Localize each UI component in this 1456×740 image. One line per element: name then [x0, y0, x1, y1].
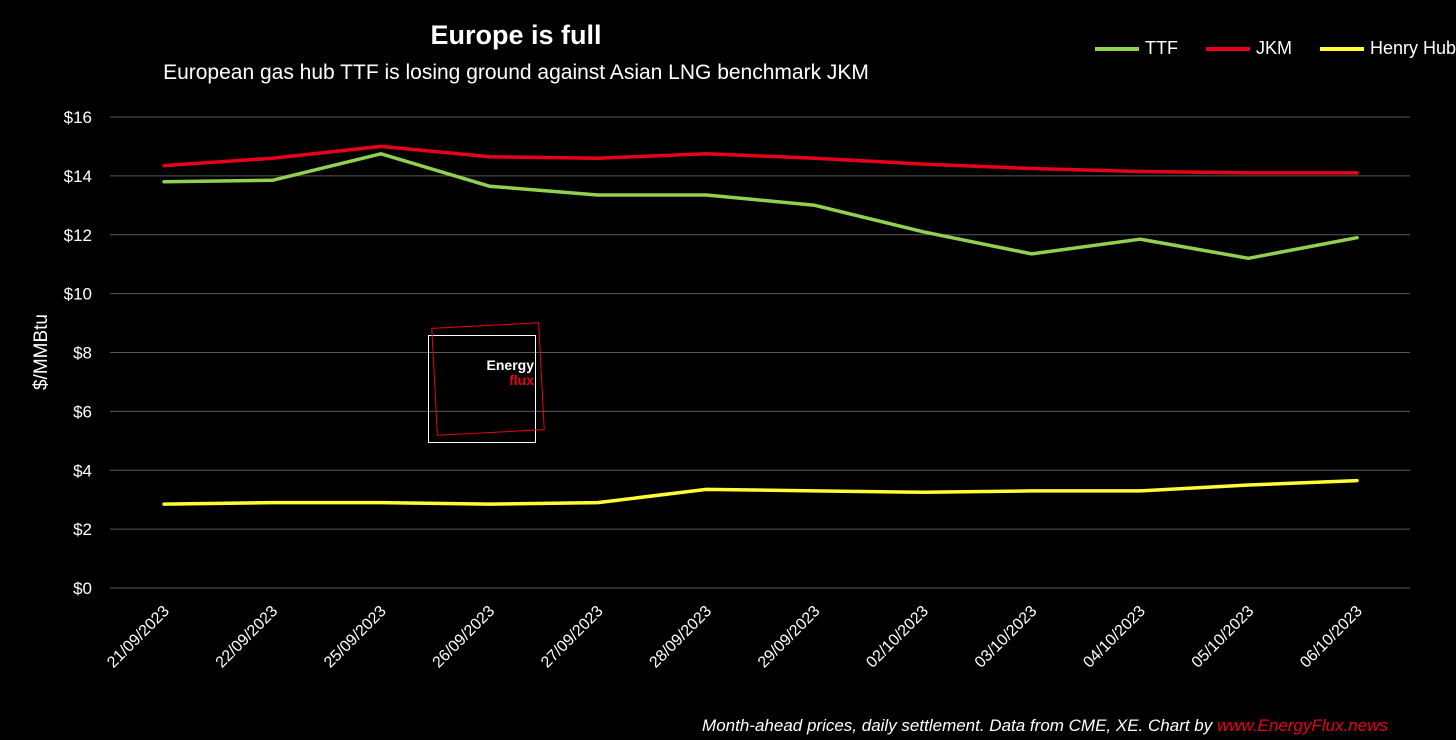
chart-subtitle: European gas hub TTF is losing ground ag…: [163, 61, 869, 84]
x-tick-label: 03/10/2023: [972, 603, 1041, 672]
legend-swatch-jkm: [1205, 46, 1250, 51]
series-line-jkm: [162, 144, 1359, 175]
y-tick-label: $14: [64, 167, 92, 186]
x-tick-label: 22/09/2023: [213, 603, 282, 672]
x-tick-label: 28/09/2023: [646, 603, 715, 672]
chart-title: Europe is full: [430, 20, 602, 50]
legend-item-henry-hub: Henry Hub: [1319, 38, 1456, 59]
x-tick-label: 25/09/2023: [321, 603, 390, 672]
x-tick-label: 26/09/2023: [430, 603, 499, 672]
legend-label-ttf: TTF: [1144, 38, 1178, 58]
y-tick-label: $6: [73, 402, 92, 421]
logo-word-flux: flux: [509, 372, 534, 388]
y-tick-label: $2: [73, 520, 92, 539]
logo-frame-white: [428, 335, 536, 443]
y-tick-label: $10: [64, 285, 92, 304]
legend-label-jkm: JKM: [1255, 38, 1292, 58]
legend: TTF JKM Henry Hub: [1094, 38, 1456, 59]
y-tick-label: $0: [73, 579, 92, 598]
source-note: Month-ahead prices, daily settlement. Da…: [702, 716, 1388, 736]
y-tick-label: $12: [64, 226, 92, 245]
y-axis-label: $/MMBtu: [31, 314, 52, 390]
legend-swatch-henry-hub: [1319, 46, 1364, 51]
x-tick-label: 05/10/2023: [1189, 603, 1258, 672]
legend-label-henry-hub: Henry Hub: [1369, 38, 1456, 58]
y-tick-label: $16: [64, 108, 92, 127]
legend-item-jkm: JKM: [1205, 38, 1292, 59]
x-tick-label: 27/09/2023: [538, 603, 607, 672]
energyflux-logo: Energy flux: [428, 322, 546, 443]
legend-swatch-ttf: [1094, 46, 1139, 51]
y-tick-label: $8: [73, 344, 92, 363]
series-line-ttf: [162, 152, 1359, 261]
legend-item-ttf: TTF: [1094, 38, 1178, 59]
source-text: Month-ahead prices, daily settlement. Da…: [702, 716, 1217, 735]
x-tick-label: 29/09/2023: [755, 603, 824, 672]
x-tick-label: 06/10/2023: [1297, 603, 1366, 672]
x-tick-label: 21/09/2023: [104, 603, 173, 672]
x-tick-label: 04/10/2023: [1080, 603, 1149, 672]
y-tick-label: $4: [73, 461, 92, 480]
series-line-henry-hub: [162, 478, 1359, 506]
x-tick-label: 02/10/2023: [863, 603, 932, 672]
logo-word-energy: Energy: [486, 357, 534, 373]
source-link[interactable]: www.EnergyFlux.news: [1216, 716, 1388, 735]
